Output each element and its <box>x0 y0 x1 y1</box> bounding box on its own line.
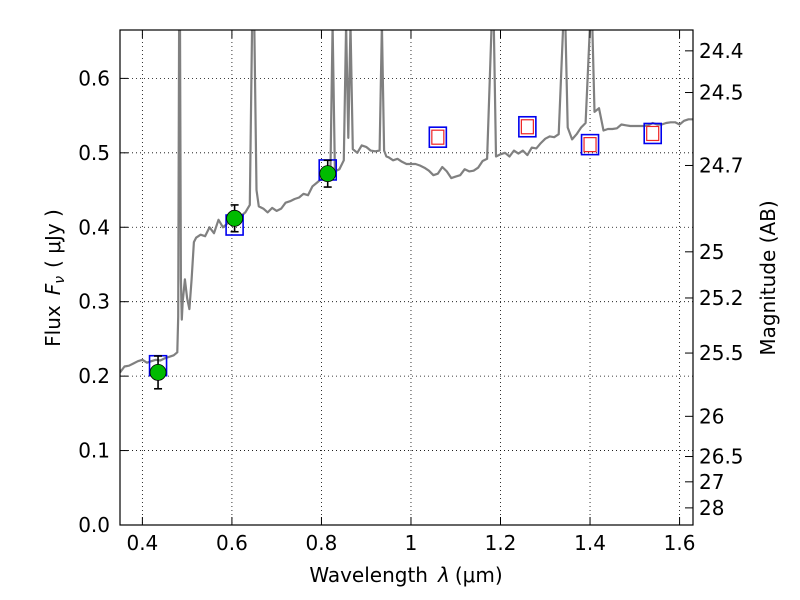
mag-tick-label: 25 <box>699 240 724 264</box>
y-tick-label: 0.2 <box>78 364 110 388</box>
observed-point <box>149 364 167 381</box>
mag-tick-label: 24.4 <box>699 39 744 63</box>
y2-axis-label: Magnitude (AB) <box>756 200 780 355</box>
y-tick-label: 0.5 <box>78 141 110 165</box>
x-axis-label-unit: (μm) <box>455 563 503 587</box>
plot-background <box>120 30 693 525</box>
mag-tick-label: 26.5 <box>699 445 744 469</box>
mag-tick-label: 28 <box>699 496 724 520</box>
x-tick-label: 1 <box>405 531 418 555</box>
observed-point <box>226 209 244 227</box>
mag-tick-label: 24.7 <box>699 153 744 177</box>
upper-limit-point <box>646 125 660 142</box>
y-tick-label: 0.4 <box>78 215 110 239</box>
x-tick-label: 1.2 <box>485 531 517 555</box>
model-point <box>580 133 600 156</box>
model-point <box>428 126 448 148</box>
mag-tick-label: 25.5 <box>699 341 744 365</box>
mag-tick-label: 26 <box>699 404 724 428</box>
x-axis-label-var: λ <box>437 563 450 587</box>
y-axis-label-sub: ν <box>52 276 68 284</box>
y-axis-label: Flux Fν ( μJy ) <box>41 209 68 347</box>
x-tick-label: 1.6 <box>664 531 696 555</box>
x-tick-label: 0.4 <box>126 531 158 555</box>
axis-ticks: 0.4 0.6 0.8 1 1.2 1.4 1.6 0.0 0.1 0.2 0.3 0.4 0.5 0.6… <box>78 30 744 555</box>
y-axis-label-var: F <box>41 283 65 295</box>
photometry-layer <box>148 115 663 390</box>
plot-frame <box>119 29 694 526</box>
x-tick-label: 0.8 <box>306 531 338 555</box>
spectrum-line <box>120 30 693 374</box>
y-tick-label: 0.3 <box>78 290 110 314</box>
y-tick-label: 0.1 <box>78 439 110 463</box>
upper-limit-point <box>431 129 445 145</box>
mag-tick-label: 25.2 <box>699 286 744 310</box>
model-point <box>643 122 663 145</box>
x-axis-label-prefix: Wavelength <box>309 563 428 587</box>
spectrum-layer <box>120 30 693 374</box>
upper-limit-point <box>520 119 534 135</box>
mag-tick-label: 24.5 <box>699 81 744 105</box>
y-tick-label: 0.0 <box>78 513 110 537</box>
y-tick-label: 0.6 <box>78 66 110 90</box>
x-axis-label: Wavelength λ (μm) <box>309 563 502 587</box>
mag-tick-label: 27 <box>699 470 724 494</box>
model-point <box>518 115 537 138</box>
observed-point <box>319 165 337 183</box>
upper-limit-point <box>583 137 597 153</box>
grid-lines <box>120 30 693 526</box>
y-axis-label-prefix: Flux <box>41 305 65 347</box>
x-tick-label: 0.6 <box>216 531 248 555</box>
y-axis-label-unit: ( μJy ) <box>41 209 65 268</box>
x-tick-label: 1.4 <box>574 531 606 555</box>
